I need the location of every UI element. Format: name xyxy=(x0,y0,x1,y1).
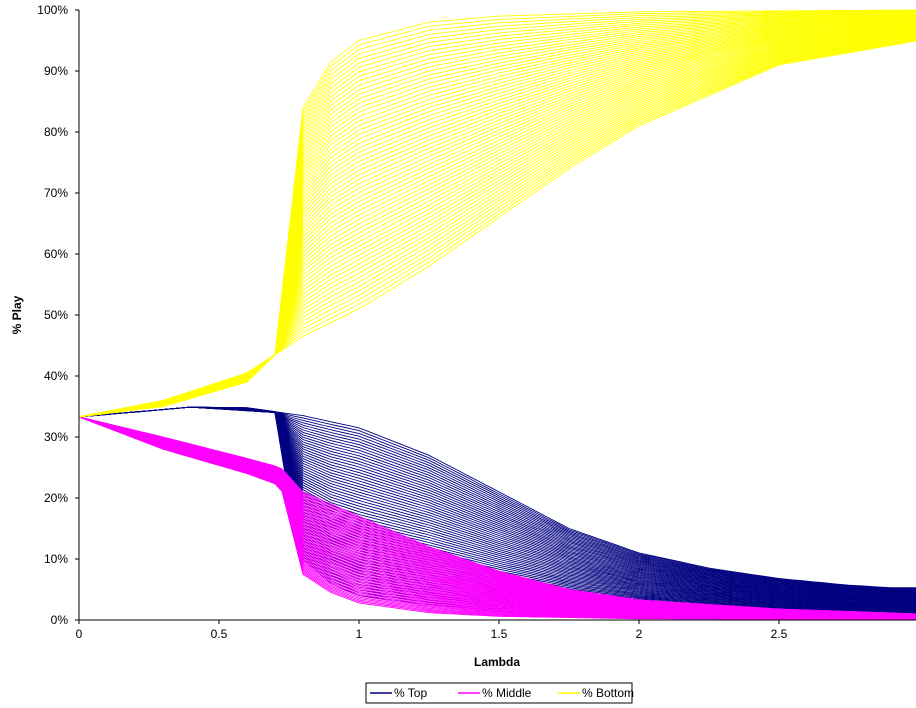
series-line xyxy=(78,26,916,418)
axes-layer xyxy=(78,10,916,621)
legend-label: % Bottom xyxy=(582,686,634,700)
series-line xyxy=(78,27,916,418)
series-line xyxy=(78,33,916,418)
y-axis-ticks: 0% 10% 20% 30% 40% 50% 60% 70% 80% 90% 100% xyxy=(37,3,79,627)
series-line xyxy=(78,38,916,418)
series-line xyxy=(78,39,916,418)
x-tick-label: 2 xyxy=(636,627,643,641)
y-axis-title: % Play xyxy=(10,295,24,334)
series-line xyxy=(78,30,916,418)
series-line xyxy=(78,26,916,418)
x-tick-label: 2.5 xyxy=(771,627,788,641)
x-axis-ticks: 00.511.522.53 xyxy=(76,620,916,641)
legend-label: % Top xyxy=(394,686,427,700)
legend-label: % Middle xyxy=(482,686,532,700)
series-line xyxy=(78,35,916,418)
series-line xyxy=(78,406,916,591)
series-line xyxy=(78,10,916,418)
series-line xyxy=(78,35,916,418)
y-tick-label: 100% xyxy=(37,3,68,17)
series-line xyxy=(78,22,916,418)
series-line xyxy=(78,406,916,595)
series-line xyxy=(78,18,916,418)
series-layer xyxy=(78,9,916,620)
series-line xyxy=(78,15,916,418)
series-line xyxy=(78,14,916,418)
series-line xyxy=(78,34,916,418)
y-tick-label: 70% xyxy=(44,186,68,200)
x-tick-label: 1.5 xyxy=(491,627,508,641)
series-line xyxy=(78,31,916,418)
series-line xyxy=(78,27,916,418)
y-tick-label: 40% xyxy=(44,369,68,383)
y-tick-label: 80% xyxy=(44,125,68,139)
series-top xyxy=(78,406,916,619)
series-line xyxy=(78,31,916,418)
series-line xyxy=(78,40,916,418)
x-tick-label: 1 xyxy=(356,627,363,641)
series-line xyxy=(78,21,916,418)
series-line xyxy=(78,30,916,418)
series-line xyxy=(78,416,916,620)
y-tick-label: 50% xyxy=(44,308,68,322)
series-line xyxy=(78,38,916,418)
x-axis-title: Lambda xyxy=(474,655,520,669)
y-tick-label: 10% xyxy=(44,552,68,566)
series-line xyxy=(78,34,916,418)
series-line xyxy=(78,24,916,418)
series-line xyxy=(78,9,916,418)
legend: % Top % Middle % Bottom xyxy=(365,682,634,704)
series-line xyxy=(78,40,916,418)
y-tick-label: 60% xyxy=(44,247,68,261)
series-line xyxy=(78,23,916,418)
series-line xyxy=(78,406,916,598)
series-line xyxy=(78,10,916,418)
series-line xyxy=(78,25,916,418)
series-line xyxy=(78,14,916,418)
series-line xyxy=(78,37,916,418)
series-line xyxy=(78,17,916,418)
y-tick-label: 0% xyxy=(51,613,69,627)
series-line xyxy=(78,15,916,418)
legend-box xyxy=(365,682,633,704)
series-line xyxy=(78,406,916,593)
series-line xyxy=(78,11,916,418)
y-tick-label: 30% xyxy=(44,430,68,444)
x-tick-label: 0 xyxy=(76,627,83,641)
series-line xyxy=(78,406,916,590)
series-bottom xyxy=(78,9,916,418)
series-line xyxy=(78,21,916,418)
series-line xyxy=(78,33,916,418)
series-line xyxy=(78,406,916,590)
y-tick-label: 90% xyxy=(44,64,68,78)
series-line xyxy=(78,17,916,418)
series-line xyxy=(78,29,916,418)
series-line xyxy=(78,11,916,418)
series-line xyxy=(78,23,916,418)
y-tick-label: 20% xyxy=(44,491,68,505)
series-line xyxy=(78,406,916,597)
x-tick-label: 0.5 xyxy=(211,627,228,641)
series-line xyxy=(78,39,916,418)
series-middle xyxy=(78,416,916,620)
